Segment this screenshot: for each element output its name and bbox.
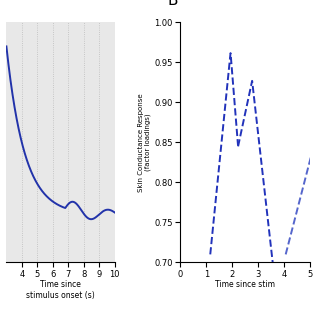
Text: B: B xyxy=(167,0,178,8)
X-axis label: Time since
stimulus onset (s): Time since stimulus onset (s) xyxy=(26,280,95,300)
Y-axis label: Skin Conductance Response
(factor loadings): Skin Conductance Response (factor loadin… xyxy=(138,93,151,192)
X-axis label: Time since stim: Time since stim xyxy=(215,280,276,289)
